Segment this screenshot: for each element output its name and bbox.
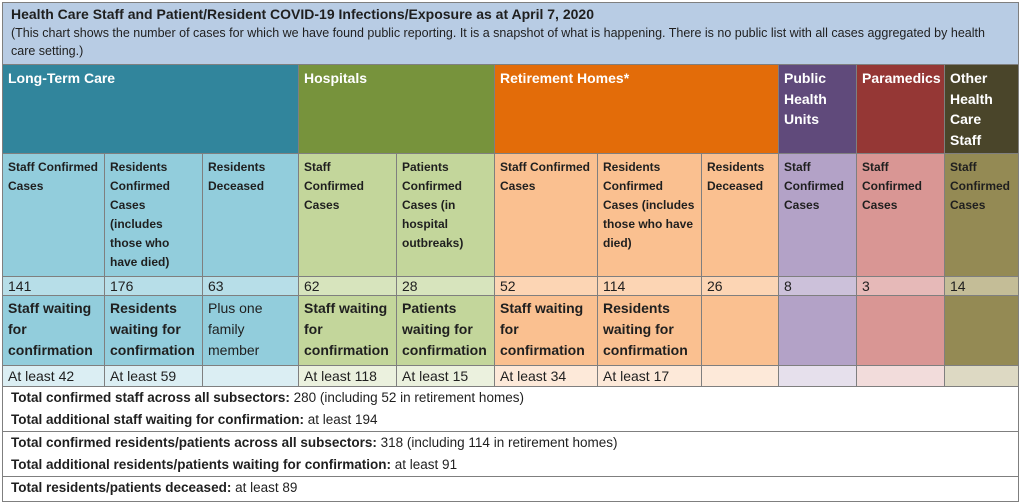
- column-header: Residents Confirmed Cases (includes thos…: [597, 153, 702, 277]
- subheader-row: Staff Confirmed Cases Residents Confirme…: [2, 153, 1019, 277]
- total-staff-confirmed: Total confirmed staff across all subsect…: [11, 388, 1010, 410]
- total-staff-confirmed-label: Total confirmed staff across all subsect…: [11, 390, 290, 405]
- total-residents-confirmed: Total confirmed residents/patients acros…: [11, 433, 1010, 455]
- total-staff-waiting-value: at least 194: [304, 412, 378, 427]
- group-header-other-health-care-staff: Other Health Care Staff: [944, 64, 1019, 154]
- total-residents-waiting-value: at least 91: [391, 457, 458, 472]
- column-header: Staff Confirmed Cases: [856, 153, 945, 277]
- confirmed-value: 28: [396, 276, 495, 296]
- waiting-label: Plus one family member: [202, 295, 299, 366]
- at-least-row: At least 42 At least 59 At least 118 At …: [2, 365, 1019, 387]
- waiting-label: [944, 295, 1019, 366]
- column-header: Residents Deceased: [701, 153, 779, 277]
- totals-staff-row: Total confirmed staff across all subsect…: [2, 386, 1019, 432]
- column-header: Staff Confirmed Cases: [298, 153, 397, 277]
- confirmed-value: 141: [2, 276, 105, 296]
- column-header: Staff Confirmed Cases: [778, 153, 857, 277]
- confirmed-value: 114: [597, 276, 702, 296]
- group-header-row: Long-Term Care Hospitals Retirement Home…: [2, 64, 1019, 154]
- waiting-label: Residents waiting for confirmation: [597, 295, 702, 366]
- waiting-count: [701, 365, 779, 387]
- table-title: Health Care Staff and Patient/Resident C…: [11, 6, 594, 22]
- waiting-count: At least 59: [104, 365, 203, 387]
- waiting-label: [701, 295, 779, 366]
- waiting-count: [944, 365, 1019, 387]
- waiting-label: Staff waiting for confirmation: [494, 295, 598, 366]
- confirmed-value: 63: [202, 276, 299, 296]
- group-header-retirement-homes: Retirement Homes*: [494, 64, 779, 154]
- waiting-count: [856, 365, 945, 387]
- totals-residents-cell: Total confirmed residents/patients acros…: [2, 431, 1019, 477]
- waiting-label: Staff waiting for confirmation: [298, 295, 397, 366]
- confirmed-value: 26: [701, 276, 779, 296]
- total-deceased-label: Total residents/patients deceased:: [11, 480, 232, 495]
- waiting-count: At least 118: [298, 365, 397, 387]
- total-staff-waiting: Total additional staff waiting for confi…: [11, 409, 1010, 431]
- column-header: Staff Confirmed Cases: [2, 153, 105, 277]
- title-cell: Health Care Staff and Patient/Resident C…: [2, 2, 1019, 65]
- column-header: Residents Confirmed Cases (includes thos…: [104, 153, 203, 277]
- confirmed-value: 14: [944, 276, 1019, 296]
- waiting-count: At least 34: [494, 365, 598, 387]
- total-residents-confirmed-value: 318 (including 114 in retirement homes): [376, 435, 618, 450]
- waiting-row: Staff waiting for confirmation Residents…: [2, 295, 1019, 366]
- waiting-count: At least 42: [2, 365, 105, 387]
- confirmed-value: 176: [104, 276, 203, 296]
- waiting-count: [202, 365, 299, 387]
- title-row: Health Care Staff and Patient/Resident C…: [2, 2, 1019, 65]
- column-header: Patients Confirmed Cases (in hospital ou…: [396, 153, 495, 277]
- waiting-label: Residents waiting for confirmation: [104, 295, 203, 366]
- waiting-label: [778, 295, 857, 366]
- confirmed-value: 52: [494, 276, 598, 296]
- total-residents-waiting-label: Total additional residents/patients wait…: [11, 457, 392, 472]
- table-subtitle: (This chart shows the number of cases fo…: [11, 26, 985, 58]
- total-deceased-value: at least 89: [231, 480, 298, 495]
- column-header: Staff Confirmed Cases: [944, 153, 1019, 277]
- total-residents-waiting: Total additional residents/patients wait…: [11, 454, 1010, 476]
- waiting-label: Staff waiting for confirmation: [2, 295, 105, 366]
- confirmed-value: 3: [856, 276, 945, 296]
- waiting-count: [778, 365, 857, 387]
- total-staff-confirmed-value: 280 (including 52 in retirement homes): [289, 390, 524, 405]
- confirmed-values-row: 141 176 63 62 28 52 114 26 8 3 14: [2, 276, 1019, 296]
- total-residents-confirmed-label: Total confirmed residents/patients acros…: [11, 435, 377, 450]
- group-header-hospitals: Hospitals: [298, 64, 495, 154]
- group-header-paramedics: Paramedics: [856, 64, 945, 154]
- totals-residents-row: Total confirmed residents/patients acros…: [2, 431, 1019, 477]
- waiting-label: Patients waiting for confirmation: [396, 295, 495, 366]
- group-header-public-health-units: Public Health Units: [778, 64, 857, 154]
- waiting-count: At least 17: [597, 365, 702, 387]
- total-staff-waiting-label: Total additional staff waiting for confi…: [11, 412, 304, 427]
- waiting-count: At least 15: [396, 365, 495, 387]
- waiting-label: [856, 295, 945, 366]
- column-header: Staff Confirmed Cases: [494, 153, 598, 277]
- group-header-long-term-care: Long-Term Care: [2, 64, 299, 154]
- confirmed-value: 8: [778, 276, 857, 296]
- totals-staff-cell: Total confirmed staff across all subsect…: [2, 386, 1019, 432]
- column-header: Residents Deceased: [202, 153, 299, 277]
- confirmed-value: 62: [298, 276, 397, 296]
